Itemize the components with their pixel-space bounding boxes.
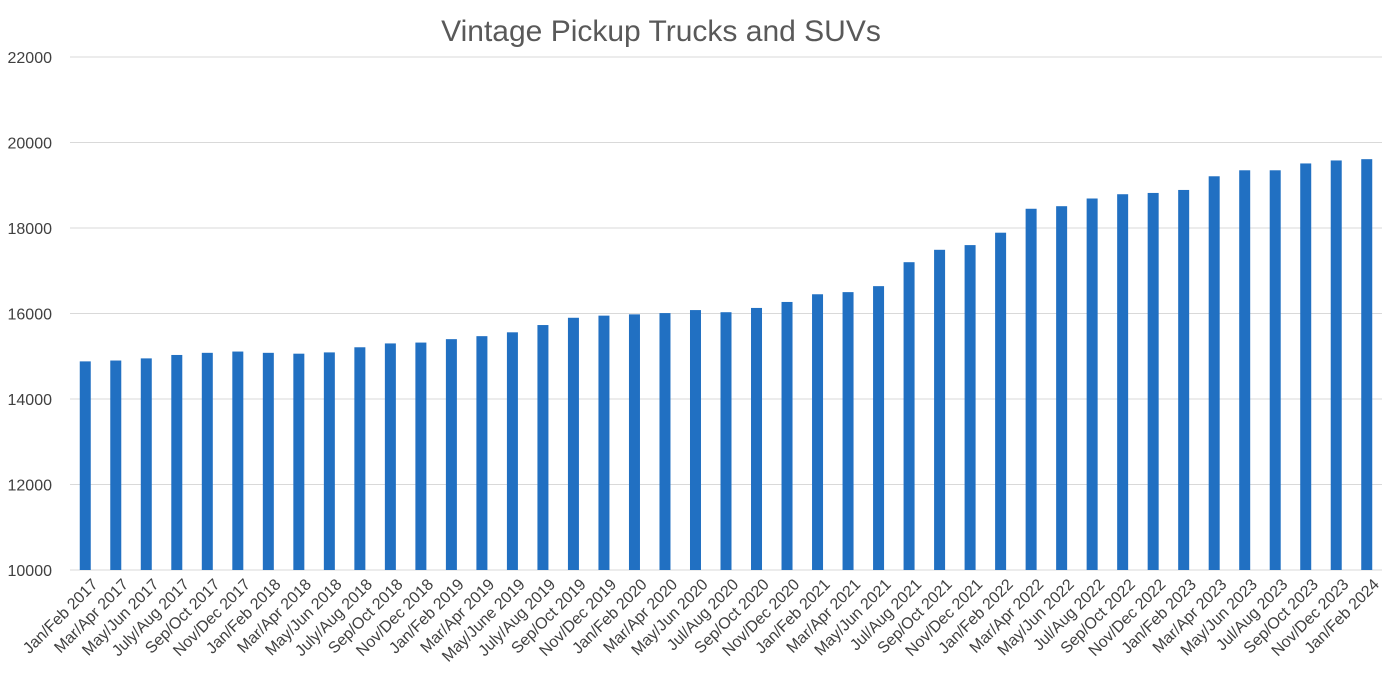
bar <box>1086 198 1098 570</box>
bar <box>1361 159 1373 571</box>
bar <box>415 342 427 570</box>
bar <box>1330 160 1342 570</box>
bar <box>140 358 152 570</box>
bar <box>1056 206 1068 570</box>
y-tick-label: 18000 <box>8 221 53 238</box>
bar <box>1239 170 1251 570</box>
bar <box>537 325 549 570</box>
bar <box>659 313 671 570</box>
bar <box>903 262 915 570</box>
y-tick-label: 20000 <box>8 136 53 153</box>
bar <box>873 286 885 570</box>
bar <box>995 232 1007 570</box>
bar <box>1178 189 1190 570</box>
bar <box>1269 170 1281 570</box>
bar <box>506 332 518 570</box>
bar <box>354 347 366 570</box>
bar <box>201 352 213 570</box>
bar <box>842 292 854 570</box>
bar <box>964 245 976 570</box>
bar <box>171 354 183 570</box>
bar <box>1208 176 1220 570</box>
bar <box>1147 192 1159 570</box>
bar <box>323 352 335 570</box>
bar <box>934 249 946 571</box>
bar <box>1300 163 1312 570</box>
bar <box>476 336 488 570</box>
bar <box>720 312 732 570</box>
y-tick-label: 12000 <box>8 478 53 495</box>
y-tick-label: 14000 <box>8 392 53 409</box>
bar <box>781 301 793 570</box>
y-axis: 10000 12000 14000 16000 18000 20000 22000 <box>8 50 53 580</box>
bar <box>384 343 396 570</box>
y-tick-label: 16000 <box>8 307 53 324</box>
bar <box>1025 208 1037 570</box>
bar <box>751 307 763 570</box>
y-tick-label: 22000 <box>8 50 53 67</box>
bar <box>445 339 457 570</box>
bar <box>262 352 274 570</box>
bar <box>689 310 701 570</box>
chart-title: Vintage Pickup Trucks and SUVs <box>441 15 881 48</box>
y-tick-label: 10000 <box>8 563 53 580</box>
bar <box>232 351 244 570</box>
bar <box>598 315 610 570</box>
bar <box>812 294 824 570</box>
bar <box>628 314 640 570</box>
bars <box>79 159 1373 571</box>
bar <box>110 360 122 570</box>
bar <box>1117 194 1129 571</box>
bar <box>567 317 579 570</box>
bar <box>79 361 91 570</box>
bar <box>293 353 305 570</box>
